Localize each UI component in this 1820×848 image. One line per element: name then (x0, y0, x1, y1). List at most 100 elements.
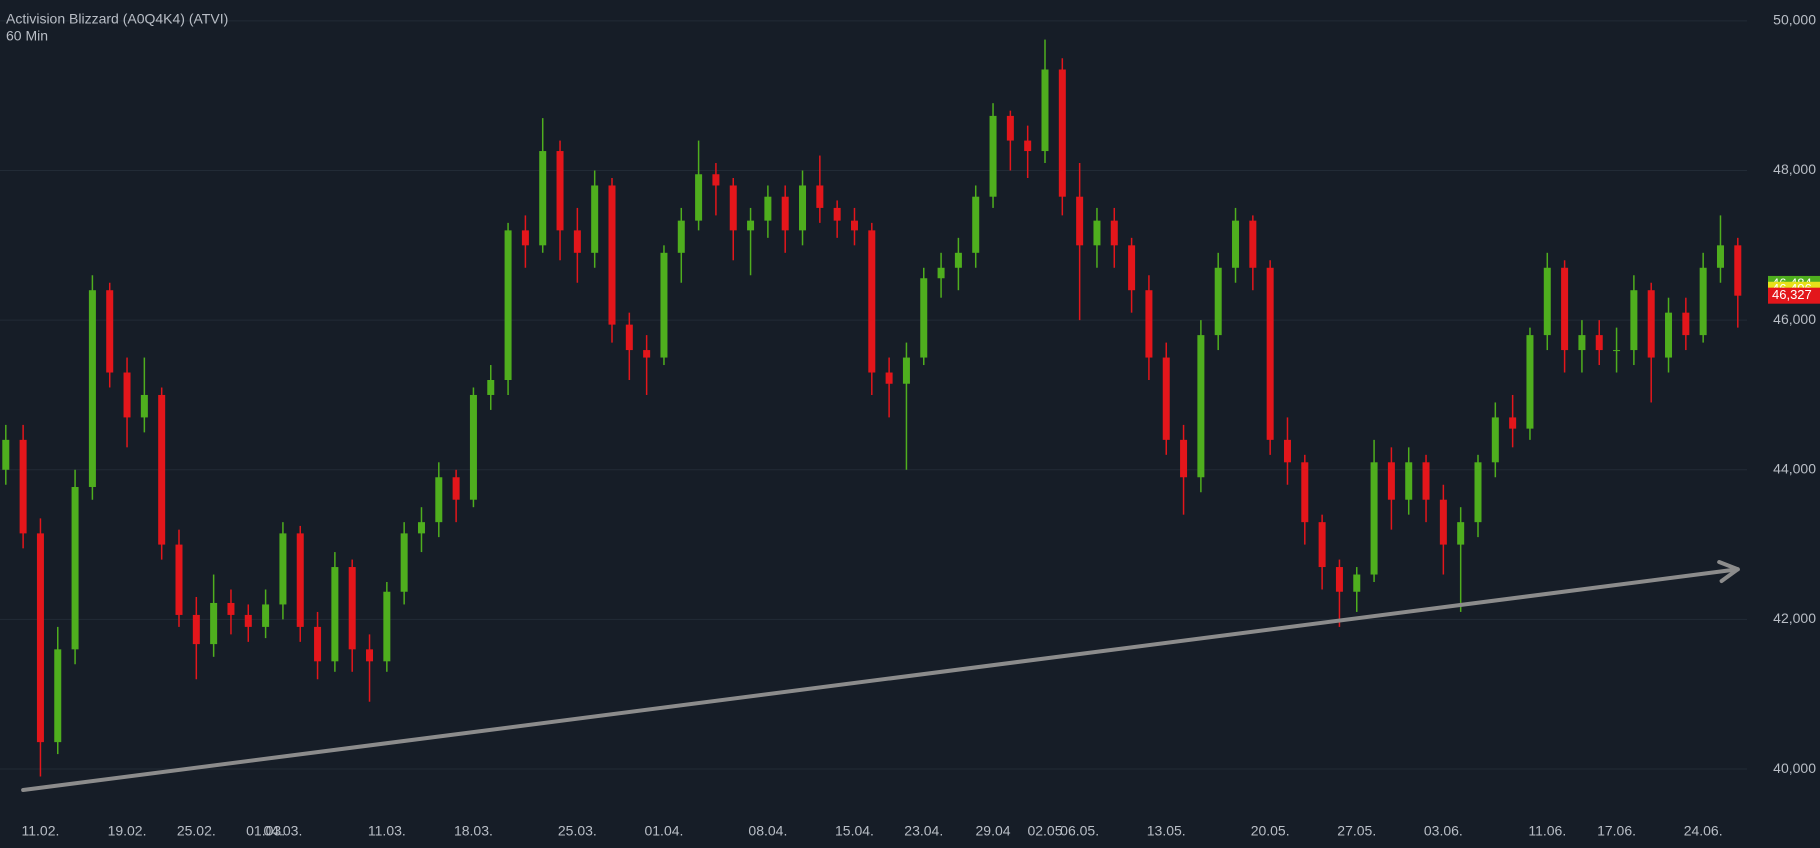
candle-body (764, 196, 772, 221)
x-tick-label: 19.02. (108, 823, 147, 839)
y-tick-label: 42,000 (1773, 610, 1816, 626)
x-tick-label: 25.03. (558, 823, 597, 839)
candle-body (972, 196, 980, 253)
candle-body (747, 220, 755, 231)
candle-body (88, 290, 96, 487)
y-tick-label: 46,000 (1773, 311, 1816, 327)
candle-body (487, 380, 495, 395)
candle-body (954, 252, 962, 268)
candle-body (262, 604, 270, 627)
candle-body (1301, 462, 1309, 523)
candle-body (331, 567, 339, 662)
candle-body (400, 533, 408, 592)
trendline (21, 567, 1740, 793)
candle-body (244, 614, 252, 627)
candle-body (1682, 312, 1690, 336)
candle-body (1439, 499, 1447, 545)
candle-body (1214, 267, 1222, 336)
x-tick-label: 17.06. (1597, 823, 1636, 839)
candle-body (54, 649, 62, 743)
candle-body (71, 486, 79, 650)
candle-body (1232, 220, 1240, 268)
candle-body (1422, 462, 1430, 500)
candle-body (1041, 69, 1049, 152)
grid (0, 20, 1747, 770)
y-tick-label: 48,000 (1773, 161, 1816, 177)
candle-body (1128, 245, 1136, 291)
candle-body (643, 350, 651, 358)
candle-body (1370, 462, 1378, 575)
candle-body (1543, 267, 1551, 336)
x-tick-label: 01.04. (644, 823, 683, 839)
candle-body (279, 533, 287, 605)
candle-body (573, 230, 581, 253)
candle-body (1647, 290, 1655, 358)
candle-body (1353, 574, 1361, 592)
candle-body (1509, 417, 1517, 429)
candle-body (625, 324, 633, 351)
candle-body (140, 394, 148, 418)
candle-body (1665, 312, 1673, 358)
candle-body (175, 544, 183, 615)
y-tick-label: 50,000 (1773, 12, 1816, 28)
x-tick-label: 06.05. (1060, 823, 1099, 839)
candle-body (435, 477, 443, 523)
x-tick-label: 27.05. (1337, 823, 1376, 839)
candle-body (1405, 462, 1413, 500)
chart-subtitle: 60 Min (6, 28, 48, 44)
candle-body (106, 290, 114, 373)
candle-body (1076, 196, 1084, 246)
candle-body (868, 230, 876, 373)
candle-body (1318, 522, 1326, 568)
candle-body (1058, 69, 1066, 197)
candle-body (417, 522, 425, 534)
x-tick-label: 25.02. (177, 823, 216, 839)
candle-body (1162, 357, 1170, 440)
x-tick-label: 11.06. (1528, 823, 1566, 839)
candle-body (1526, 335, 1534, 429)
candle-body (348, 567, 356, 650)
candle-body (781, 196, 789, 231)
candle-body (850, 220, 858, 231)
candle-body (123, 372, 131, 418)
x-tick-label: 08.04. (748, 823, 787, 839)
candle-body (539, 151, 547, 246)
candle-body (1561, 267, 1569, 351)
price-tag (1768, 287, 1820, 304)
x-tick-label: 01.03. (246, 823, 285, 839)
x-tick-label: 23.04. (904, 823, 943, 839)
y-tick-label: 44,000 (1773, 460, 1816, 476)
candle-body (556, 151, 564, 231)
candle-body (1024, 140, 1032, 152)
candle-body (1110, 220, 1118, 246)
x-tick-label: 04.03. (263, 823, 302, 839)
candle-body (1387, 462, 1395, 500)
candle-body (1699, 267, 1707, 336)
x-tick-label: 13.05. (1147, 823, 1186, 839)
candle-body (937, 267, 945, 279)
x-tick-label: 15.04. (835, 823, 874, 839)
candle-body (1093, 220, 1101, 246)
candle-body (1335, 567, 1343, 592)
candle-body (885, 372, 893, 384)
candle-body (729, 185, 737, 231)
candle-body (1613, 350, 1621, 352)
candle-body (695, 174, 703, 221)
candle-body (504, 230, 512, 381)
candle-body (383, 591, 391, 662)
labels: 40,000 42,000 44,000 46,000 48,000 50,000 11.0… (21, 12, 1820, 839)
candle-body (660, 252, 668, 358)
candle-body (158, 394, 166, 545)
candle-body (677, 220, 685, 253)
candle-body (1266, 267, 1274, 440)
candle-body (1474, 462, 1482, 523)
chart-title: Activision Blizzard (A0Q4K4) (ATVI) (6, 11, 228, 27)
candle-body (1197, 335, 1205, 478)
candle-body (920, 278, 928, 358)
candle-body (1249, 220, 1257, 268)
candle-body (1630, 290, 1638, 351)
candle-body (1180, 439, 1188, 478)
candle-body (227, 602, 235, 615)
